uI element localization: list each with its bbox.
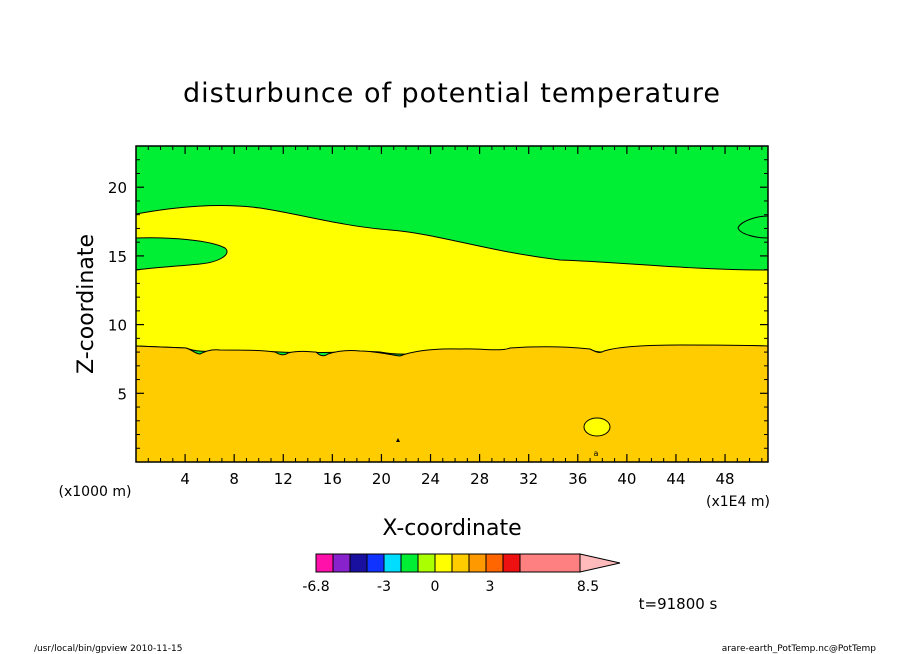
region-yellow-small-ellipse <box>583 417 611 437</box>
colorbar-swatch <box>383 553 402 573</box>
region-orange <box>135 344 769 463</box>
y-tick-label: 5 <box>117 385 127 403</box>
x-tick-label: 44 <box>666 470 685 488</box>
region-green-right-bubble <box>737 215 769 239</box>
colorbar-swatch <box>485 553 504 573</box>
colorbar-swatch <box>400 553 419 573</box>
colorbar-swatch <box>315 553 334 573</box>
plot-frame <box>135 145 769 463</box>
y-unit-label: (x1000 m) <box>59 484 132 500</box>
colorbar-tick-label: 3 <box>486 579 495 595</box>
colorbar-tick-label: 8.5 <box>577 579 599 595</box>
colorbar-tick-label: -6.8 <box>302 579 329 595</box>
colorbar-swatch <box>332 553 351 573</box>
colorbar-swatch <box>468 553 487 573</box>
contour-small-mark <box>396 438 400 442</box>
y-tick-label: 10 <box>108 317 127 335</box>
colorbar-tick-label: 0 <box>431 579 440 595</box>
x-tick-label: 36 <box>568 470 587 488</box>
x-tick-label: 32 <box>519 470 538 488</box>
x-axis-label: X-coordinate <box>382 516 521 541</box>
colorbar-swatch <box>451 553 470 573</box>
colorbar: -6.8 -3 0 3 8.5 <box>302 553 621 595</box>
x-tick-label: 8 <box>229 470 239 488</box>
colorbar-swatch <box>366 553 385 573</box>
colorbar-swatch <box>434 553 453 573</box>
y-axis-label: Z-coordinate <box>74 234 99 374</box>
colorbar-swatch <box>502 553 521 573</box>
footer-right: arare-earth_PotTemp.nc@PotTemp <box>722 644 877 654</box>
colorbar-swatch <box>349 553 368 573</box>
footer-left: /usr/local/bin/gpview 2010-11-15 <box>34 644 182 654</box>
x-axis: 4 8 12 16 20 24 28 32 36 40 44 48 <box>147 146 763 488</box>
x-unit-label: (x1E4 m) <box>706 494 770 510</box>
colorbar-swatch <box>417 553 436 573</box>
region-green-left-bubble <box>135 237 228 271</box>
colorbar-swatch <box>519 553 581 573</box>
chart-title: disturbunce of potential temperature <box>183 78 721 109</box>
x-tick-label: 4 <box>180 470 190 488</box>
x-tick-label: 20 <box>372 470 391 488</box>
x-tick-label: 12 <box>274 470 293 488</box>
contour-small-label: a <box>594 449 599 458</box>
y-tick-label: 20 <box>108 179 127 197</box>
x-tick-label: 40 <box>617 470 636 488</box>
x-tick-label: 24 <box>421 470 440 488</box>
x-tick-label: 48 <box>716 470 735 488</box>
y-tick-label: 15 <box>108 248 127 266</box>
x-tick-label: 16 <box>323 470 342 488</box>
colorbar-arrow <box>579 553 621 573</box>
x-tick-label: 28 <box>470 470 489 488</box>
colorbar-tick-label: -3 <box>377 579 391 595</box>
time-label: t=91800 s <box>639 595 718 613</box>
plot-area: a <box>135 146 769 463</box>
y-axis: 5 10 15 20 <box>108 159 768 449</box>
